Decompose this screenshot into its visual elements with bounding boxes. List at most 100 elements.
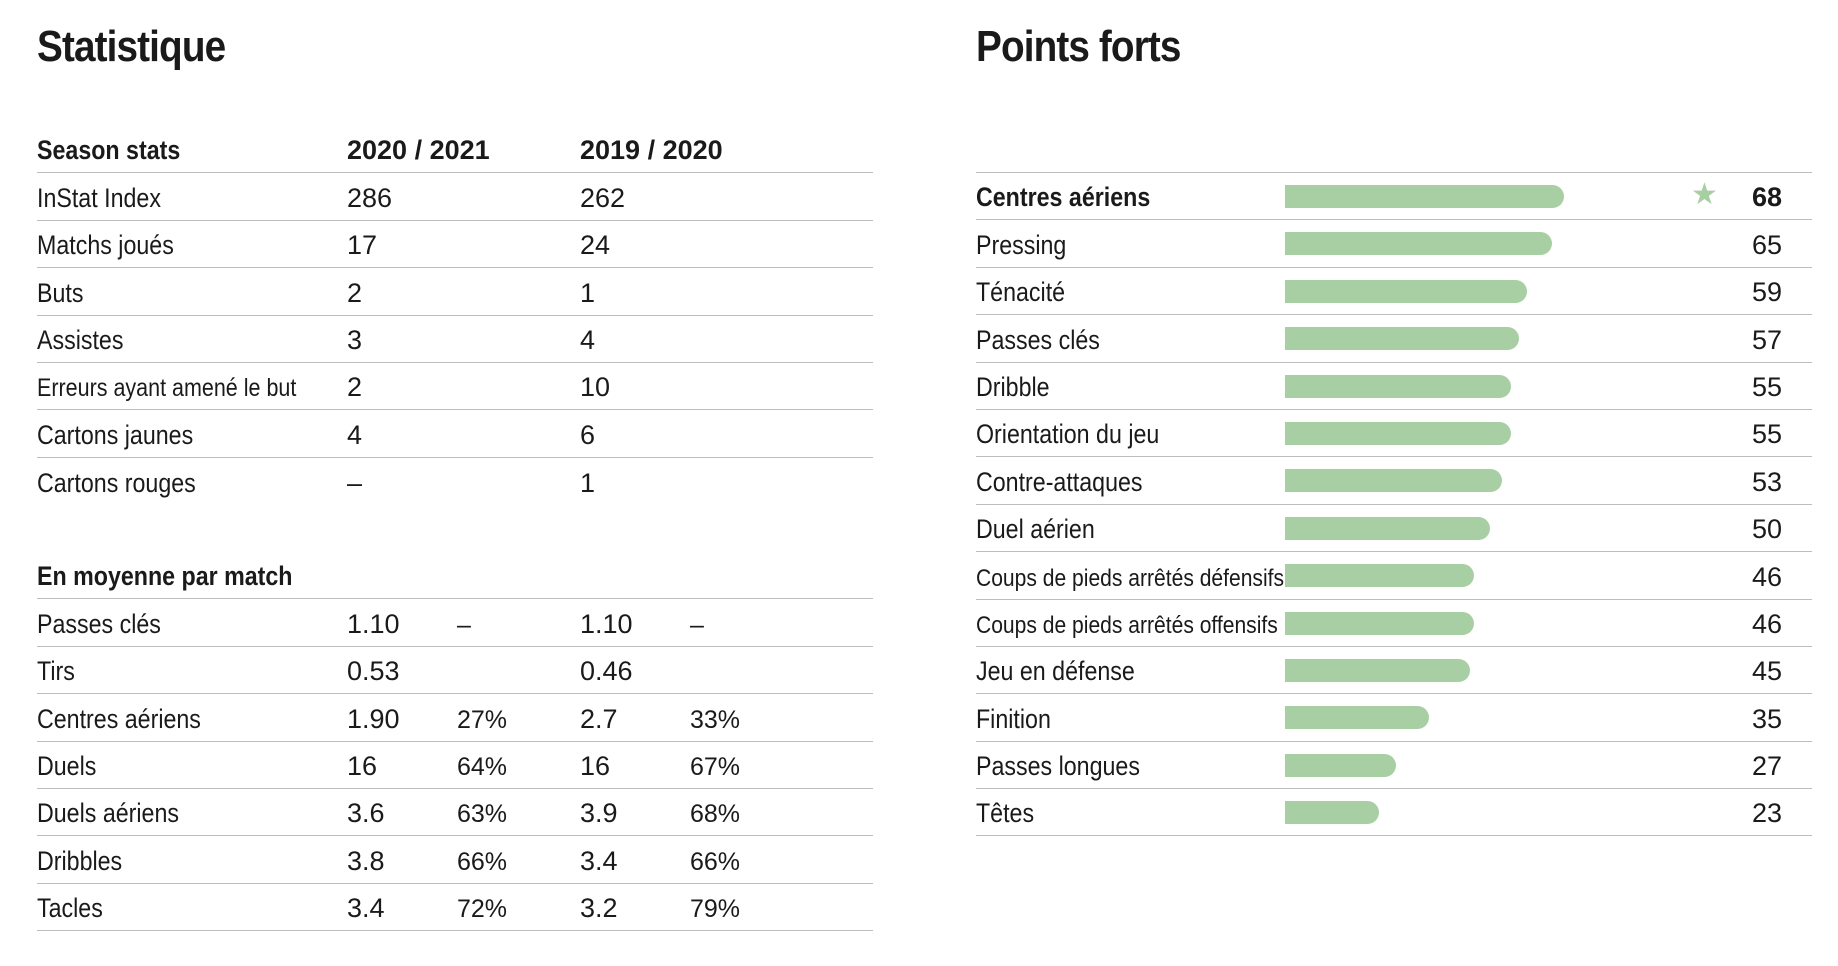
value-2019-2020: 3.2 [580, 893, 618, 924]
strength-label: Pressing [976, 229, 1067, 260]
strength-value: 23 [1751, 798, 1782, 829]
value-2020-2021: 0.53 [347, 656, 400, 687]
value-2020-2021: 3.8 [347, 845, 385, 876]
strength-value: 46 [1751, 561, 1782, 592]
strength-value: 45 [1751, 656, 1782, 687]
strength-label: Dribble [976, 371, 1050, 402]
row-label: Duels [37, 750, 97, 781]
avg-per-match-header: En moyenne par match [37, 552, 873, 600]
strength-value: 35 [1751, 703, 1782, 734]
strength-value: 68 [1751, 182, 1782, 213]
value-2020-2021: 2 [347, 372, 363, 403]
avg-per-match-row: Tacles 3.4 72% 3.2 79% [37, 884, 873, 932]
value-2019-2020: 6 [580, 419, 596, 450]
strength-label: Passes longues [976, 751, 1140, 782]
season-stats-row: Cartons jaunes 4 6 [37, 410, 873, 458]
points-forts-title: Points forts [976, 22, 1181, 71]
value-2020-2021: 3 [347, 324, 363, 355]
percent-2020-2021: 64% [457, 752, 508, 781]
strength-bar [1285, 185, 1564, 208]
strength-value: 53 [1751, 466, 1782, 497]
season-2019-2020-header: 2019 / 2020 [580, 135, 723, 166]
season-stats-table: Season stats 2020 / 2021 2019 / 2020 InS… [37, 126, 873, 505]
avg-per-match-row: Duels 16 64% 16 67% [37, 742, 873, 789]
avg-per-match-table: En moyenne par match Passes clés 1.10 – 1.1… [37, 552, 873, 932]
strength-label: Têtes [976, 798, 1035, 829]
strength-bar [1285, 327, 1519, 351]
avg-per-match-row: Centres aériens 1.90 27% 2.7 33% [37, 694, 873, 742]
strength-bar [1285, 421, 1511, 445]
strength-row: Contre-attaques 53 [976, 457, 1812, 505]
strength-value: 55 [1751, 419, 1782, 450]
percent-2020-2021: 66% [457, 847, 508, 876]
avg-per-match-row: Dribbles 3.8 66% 3.4 66% [37, 836, 873, 884]
value-2019-2020: 262 [580, 182, 626, 213]
strength-label: Centres aériens [976, 182, 1151, 213]
percent-2019-2020: 33% [690, 705, 741, 734]
strength-row: Finition 35 [976, 694, 1812, 742]
strength-row: Coups de pieds arrêtés défensifs 46 [976, 552, 1812, 600]
strength-row: Duel aérien 50 [976, 505, 1812, 553]
strength-value: 50 [1751, 514, 1782, 545]
row-label: Cartons jaunes [37, 419, 194, 450]
strength-label: Orientation du jeu [976, 419, 1160, 450]
value-2020-2021: 16 [347, 750, 378, 781]
strength-label: Ténacité [976, 277, 1066, 308]
row-label: Centres aériens [37, 703, 201, 734]
strength-value: 46 [1751, 608, 1782, 639]
percent-2020-2021: 27% [457, 705, 508, 734]
strength-row: Orientation du jeu 55 [976, 410, 1812, 458]
row-label: Cartons rouges [37, 468, 196, 499]
strength-bar [1285, 469, 1502, 493]
avg-per-match-row: Duels aériens 3.6 63% 3.9 68% [37, 789, 873, 837]
row-label: Assistes [37, 324, 124, 355]
value-2020-2021: 1.90 [347, 703, 400, 734]
strength-bar [1285, 232, 1552, 256]
value-2019-2020: 2.7 [580, 703, 618, 734]
strength-bar [1285, 516, 1490, 540]
value-2019-2020: 10 [580, 372, 611, 403]
value-2019-2020: 3.4 [580, 845, 618, 876]
row-label: InStat Index [37, 182, 161, 213]
value-2020-2021: 4 [347, 419, 363, 450]
percent-2019-2020: 79% [690, 895, 741, 924]
season-stats-row: Erreurs ayant amené le but 2 10 [37, 363, 873, 411]
value-2019-2020: 4 [580, 324, 596, 355]
value-2019-2020: 1 [580, 468, 596, 499]
row-label: Passes clés [37, 608, 161, 639]
strength-bar [1285, 374, 1511, 398]
percent-2020-2021: – [457, 610, 471, 639]
strength-label: Finition [976, 703, 1051, 734]
strength-row: Pressing 65 [976, 220, 1812, 268]
strength-label: Contre-attaques [976, 466, 1143, 497]
season-2020-2021-header: 2020 / 2021 [347, 135, 490, 166]
strength-label: Jeu en défense [976, 656, 1135, 687]
avg-per-match-row: Passes clés 1.10 – 1.10 – [37, 599, 873, 647]
strength-row: Passes clés 57 [976, 315, 1812, 363]
strength-row: Centres aériens ★ 68 [976, 173, 1812, 221]
season-stats-row: Assistes 3 4 [37, 316, 873, 363]
strength-value: 59 [1751, 277, 1782, 308]
season-stats-row: Buts 2 1 [37, 268, 873, 316]
strength-bar [1285, 279, 1527, 303]
strength-row: Dribble 55 [976, 363, 1812, 410]
strength-bar [1285, 611, 1474, 635]
season-stats-row: InStat Index 286 262 [37, 173, 873, 221]
points-forts-table: Centres aériens ★ 68 Pressing 65 Ténacité 59 Pa… [976, 172, 1812, 837]
value-2020-2021: – [347, 468, 363, 499]
value-2019-2020: 16 [580, 750, 611, 781]
star-icon: ★ [1691, 178, 1718, 211]
strength-bar [1285, 658, 1470, 682]
strength-bar [1285, 801, 1379, 825]
value-2019-2020: 24 [580, 230, 611, 261]
strength-row: Jeu en défense 45 [976, 647, 1812, 695]
strength-value: 57 [1751, 324, 1782, 355]
avg-per-match-row: Tirs 0.53 0.46 [37, 647, 873, 695]
avg-per-match-header-label: En moyenne par match [37, 561, 293, 592]
season-stats-header-label: Season stats [37, 135, 181, 166]
value-2020-2021: 3.6 [347, 798, 385, 829]
strength-bar [1285, 564, 1474, 588]
row-label: Tacles [37, 893, 103, 924]
percent-2019-2020: 67% [690, 752, 741, 781]
percent-2019-2020: 66% [690, 847, 741, 876]
